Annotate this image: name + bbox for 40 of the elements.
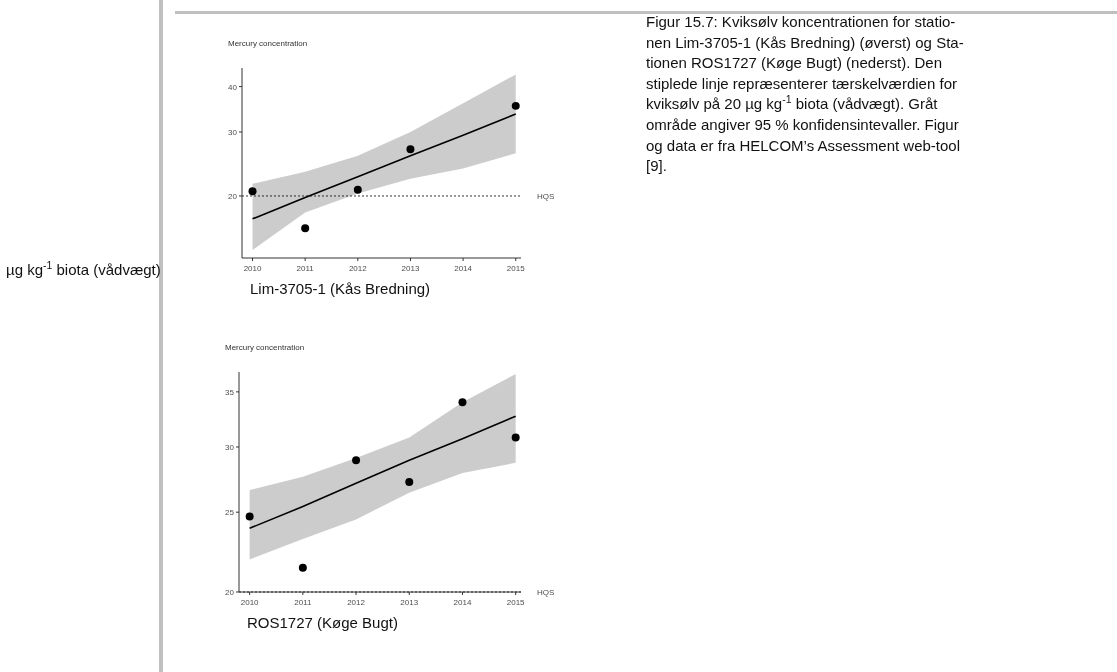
text: Lim-3705-1 (Kås Bredning) [250, 280, 431, 297]
x-tick-label: 2010 [243, 264, 262, 273]
point [353, 185, 362, 194]
x-tick-label: 2011 [294, 598, 312, 607]
point [511, 433, 520, 442]
point [352, 456, 361, 465]
y-tick-label: 20 [225, 588, 235, 597]
text: ROS1727 (Køge Bugt) [247, 614, 398, 631]
x-tick-label: 2015 [506, 264, 526, 273]
y-tick-label: 35 [225, 387, 235, 397]
y-tick-label: 20 [228, 191, 238, 201]
x-tick-label: 2012 [347, 598, 366, 607]
y-axis-title: Mercury concentration [228, 39, 308, 48]
point [248, 187, 257, 196]
line-series [251, 113, 517, 220]
x-tick-label: 2015 [506, 598, 526, 607]
line-series [248, 415, 517, 530]
x-tick-label: 2014 [453, 598, 472, 607]
point [298, 563, 307, 572]
x-tick-label: 2013 [400, 598, 419, 607]
point [458, 398, 467, 407]
y-axis-title: Mercury concentration [225, 343, 305, 352]
point [511, 101, 520, 110]
y-tick-label: 30 [228, 127, 238, 137]
x-tick-label: 2014 [454, 264, 473, 273]
x-tick-label: 2013 [401, 264, 420, 273]
y-tick-label: 40 [228, 82, 238, 92]
y-tick-label: 30 [225, 443, 235, 452]
point [301, 224, 310, 233]
text: Figur 15.7: Kviksølv koncentrationen for statio- nen Lim-3705-1 (Kås Bredning) (øverst) og Sta- tionen ROS1727 (Køge Bugt) (nederst). Den stiplede linje repræsenterer tærskelværdien for kviksølv på 20 µg kg$^{-1}$ biota (vådvægt). Gråt område angiver 95 % konfidensintevaller. Figur og data er fra HELCOM’s Assessment web-tool [9]. [646, 13, 964, 175]
point [405, 478, 414, 487]
point [406, 145, 415, 154]
point [245, 512, 254, 521]
text: µg kg$^{-1}$ biota (vådvægt) [6, 259, 161, 278]
y-tick-label: 25 [225, 508, 235, 518]
x-tick-label: 2012 [348, 264, 368, 273]
x-tick-label: 2010 [240, 598, 260, 607]
ref-line-label: HQS [537, 191, 555, 201]
x-tick-label: 2011 [296, 264, 315, 273]
ref-line-label: HQS [537, 588, 555, 597]
